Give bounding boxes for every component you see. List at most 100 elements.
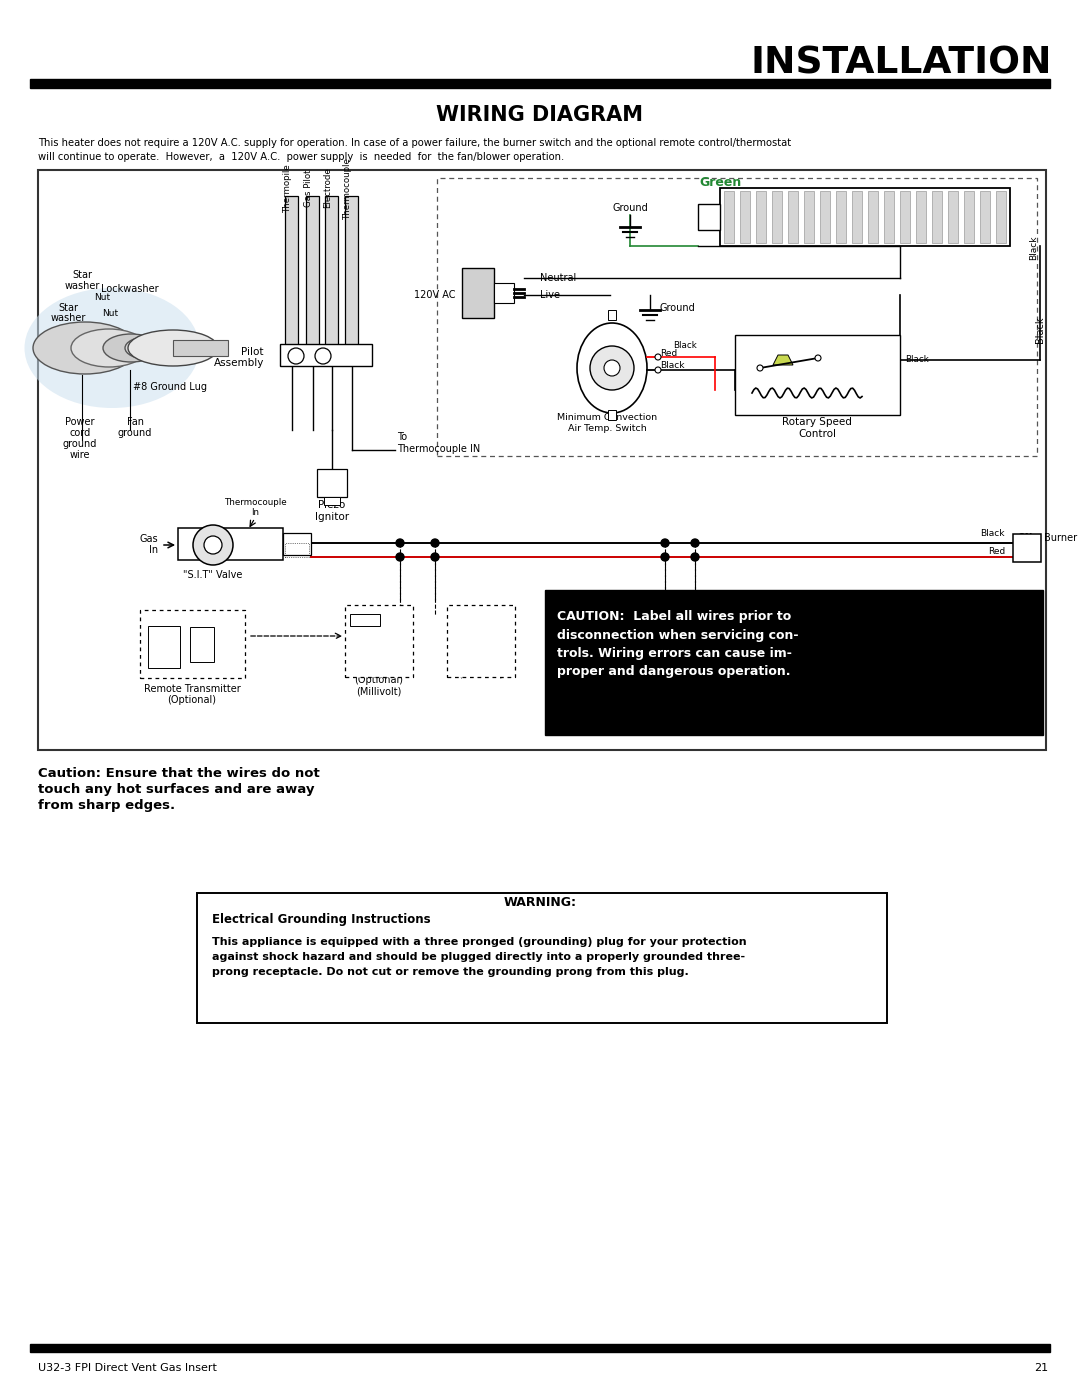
Bar [724, 191, 734, 243]
Circle shape [661, 539, 669, 548]
Bar [772, 191, 782, 243]
Bar [345, 196, 357, 345]
Bar [916, 191, 926, 243]
Text: Ground: Ground [612, 203, 648, 212]
Bar [325, 196, 338, 345]
Bar [437, 177, 1037, 455]
Text: Green: Green [699, 176, 741, 189]
Text: Thermocouple: Thermocouple [343, 156, 352, 219]
Text: wire: wire [70, 450, 91, 460]
Text: ON: ON [1017, 534, 1032, 542]
Text: cord: cord [69, 427, 91, 439]
Circle shape [757, 365, 762, 372]
Text: OFF ON: OFF ON [351, 609, 379, 617]
Text: INSTALLATION: INSTALLATION [751, 45, 1052, 81]
Text: (Optional): (Optional) [354, 675, 404, 685]
Ellipse shape [33, 321, 137, 374]
Text: Brown: Brown [287, 548, 311, 556]
Polygon shape [773, 355, 793, 365]
Circle shape [654, 367, 661, 373]
Text: Gas Pilot: Gas Pilot [303, 169, 313, 207]
Bar [178, 528, 283, 560]
Circle shape [654, 353, 661, 360]
Text: Thermostat: Thermostat [453, 645, 509, 657]
Bar [283, 534, 311, 555]
Bar [30, 1344, 1050, 1352]
Text: Electrode: Electrode [323, 168, 332, 208]
Bar [885, 191, 894, 243]
Text: Burner: Burner [1044, 534, 1077, 543]
Bar [756, 191, 766, 243]
Text: Red: Red [660, 349, 677, 359]
Text: Gas: Gas [139, 534, 158, 543]
Text: In: In [251, 509, 259, 517]
Text: Ground: Ground [660, 303, 696, 313]
Bar [38, 170, 1047, 750]
Text: WARNING:: WARNING: [503, 897, 577, 909]
Text: (Optional): (Optional) [457, 657, 505, 666]
Bar [545, 590, 1043, 735]
Text: touch any hot surfaces and are away: touch any hot surfaces and are away [38, 782, 314, 796]
Text: OFF: OFF [1017, 546, 1037, 556]
Bar [148, 626, 180, 668]
Text: Receiver: Receiver [357, 665, 401, 675]
Text: Minimum Convection: Minimum Convection [557, 414, 657, 422]
Text: Black: Black [673, 341, 697, 349]
Circle shape [661, 553, 669, 562]
Ellipse shape [125, 337, 168, 359]
Circle shape [396, 553, 404, 562]
Text: Caution: Ensure that the wires do not: Caution: Ensure that the wires do not [38, 767, 320, 780]
Text: In: In [149, 545, 158, 555]
Circle shape [396, 539, 404, 548]
Text: Black: Black [905, 355, 929, 365]
Bar [964, 191, 974, 243]
Text: will continue to operate.  However,  a  120V A.C.  power supply  is  needed  for: will continue to operate. However, a 120… [38, 152, 564, 162]
Text: To: To [397, 432, 407, 441]
Text: ON: ON [747, 345, 762, 355]
Text: #8 Ground Lug: #8 Ground Lug [133, 381, 207, 393]
Bar [608, 310, 616, 320]
Text: Black: Black [1029, 236, 1038, 260]
Text: Star: Star [72, 270, 92, 279]
Circle shape [431, 553, 438, 562]
Text: Nut: Nut [94, 293, 110, 302]
Bar [948, 191, 958, 243]
Bar [980, 191, 990, 243]
Text: Black: Black [1035, 317, 1045, 344]
Bar [140, 610, 245, 678]
Text: (Optional): (Optional) [167, 694, 216, 705]
Circle shape [691, 539, 699, 548]
Circle shape [815, 355, 821, 360]
Ellipse shape [577, 323, 647, 414]
Text: (Millivolt): (Millivolt) [458, 668, 503, 678]
Bar [462, 268, 494, 319]
Text: Remote Transmitter: Remote Transmitter [144, 685, 241, 694]
Bar [318, 469, 347, 497]
Text: Pilot: Pilot [242, 346, 264, 358]
Text: Live: Live [540, 291, 561, 300]
Bar [868, 191, 878, 243]
Text: 21: 21 [1034, 1363, 1048, 1373]
Circle shape [604, 360, 620, 376]
Circle shape [590, 346, 634, 390]
Text: Red: Red [988, 546, 1005, 556]
Text: Neutral: Neutral [540, 272, 577, 284]
Bar [836, 191, 846, 243]
Bar [820, 191, 831, 243]
Bar [494, 284, 514, 303]
Text: washer: washer [65, 281, 99, 291]
Ellipse shape [71, 330, 147, 367]
Bar [720, 189, 1010, 246]
Circle shape [691, 553, 699, 562]
Bar [740, 191, 750, 243]
Bar [173, 339, 228, 356]
Text: WIRING DIAGRAM: WIRING DIAGRAM [436, 105, 644, 124]
Text: Thermopile: Thermopile [283, 163, 292, 212]
Text: ground: ground [63, 439, 97, 448]
Circle shape [288, 348, 303, 365]
Ellipse shape [25, 288, 200, 408]
Text: from sharp edges.: from sharp edges. [38, 799, 175, 812]
Text: OFF: OFF [811, 345, 829, 355]
Text: Black: Black [981, 529, 1005, 538]
Text: CAUTION:  Label all wires prior to
disconnection when servicing con-
trols. Wiri: CAUTION: Label all wires prior to discon… [557, 610, 798, 679]
